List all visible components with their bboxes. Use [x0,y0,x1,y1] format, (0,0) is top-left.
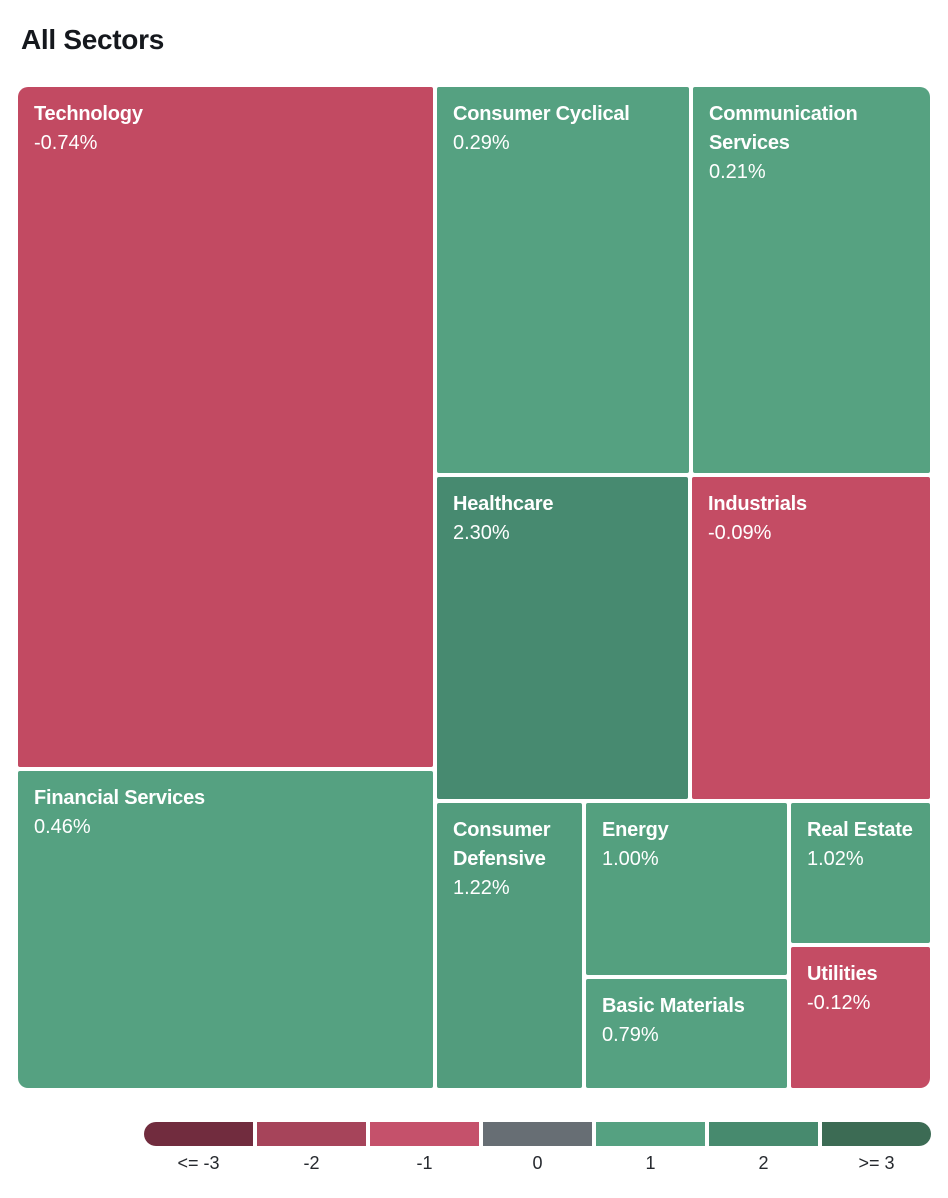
tile-sector-name: Utilities [807,963,878,985]
tile-change-value: 2.30% [453,522,510,544]
legend-label: 2 [758,1153,769,1173]
tile-change-value: -0.74% [34,132,98,154]
tile-change-value: -0.09% [708,522,772,544]
treemap-tile-basic-materials[interactable]: Basic Materials 0.79% [586,979,787,1088]
legend-label: <= -3 [177,1153,220,1173]
legend-swatch [257,1122,366,1146]
legend-swatch [596,1122,705,1146]
tile-sector-name: Communication Services [709,103,858,154]
legend-label: -2 [303,1153,320,1173]
legend-entry: 0 [483,1122,592,1175]
legend-entry: <= -3 [144,1122,253,1175]
tile-sector-name: Technology [34,103,143,125]
tile-change-value: 0.79% [602,1024,659,1046]
legend-swatch [483,1122,592,1146]
legend-label: 0 [532,1153,543,1173]
tile-sector-name: Healthcare [453,493,554,515]
legend-label: 1 [645,1153,656,1173]
legend-swatch [370,1122,479,1146]
tile-change-value: 0.46% [34,816,91,838]
legend-swatch [144,1122,253,1146]
tile-sector-name: Industrials [708,493,807,515]
tile-sector-name: Consumer Cyclical [453,103,630,125]
treemap-tile-industrials[interactable]: Industrials -0.09% [692,477,930,799]
treemap-tile-utilities[interactable]: Utilities -0.12% [791,947,930,1088]
tile-change-value: 0.29% [453,132,510,154]
tile-change-value: 1.02% [807,848,864,870]
sector-treemap: Technology -0.74% Financial Services 0.46% C… [18,87,930,1088]
legend-swatch [709,1122,818,1146]
legend-entry: -1 [370,1122,479,1175]
treemap-tile-real-estate[interactable]: Real Estate 1.02% [791,803,930,943]
tile-change-value: 1.00% [602,848,659,870]
treemap-tile-consumer-cyclical[interactable]: Consumer Cyclical 0.29% [437,87,689,473]
tile-change-value: 1.22% [453,877,510,899]
tile-change-value: -0.12% [807,992,871,1014]
tile-sector-name: Energy [602,819,669,841]
treemap-tile-technology[interactable]: Technology -0.74% [18,87,433,767]
tile-change-value: 0.21% [709,161,766,183]
treemap-tile-consumer-defensive[interactable]: Consumer Defensive 1.22% [437,803,582,1088]
tile-sector-name: Basic Materials [602,995,745,1017]
legend-entry: 2 [709,1122,818,1175]
legend-entry: -2 [257,1122,366,1175]
tile-sector-name: Real Estate [807,819,913,841]
page-title: All Sectors [21,24,164,55]
treemap-tile-financial-services[interactable]: Financial Services 0.46% [18,771,433,1088]
tile-sector-name: Financial Services [34,787,205,809]
treemap-tile-healthcare[interactable]: Healthcare 2.30% [437,477,688,799]
tile-sector-name: Consumer Defensive [453,819,551,870]
legend-entry: 1 [596,1122,705,1175]
treemap-tile-communication-services[interactable]: Communication Services 0.21% [693,87,930,473]
color-scale-legend: <= -3 -2 -1 0 1 2 >= 3 [144,1122,931,1175]
legend-label: -1 [416,1153,433,1173]
legend-entry: >= 3 [822,1122,931,1175]
treemap-tile-energy[interactable]: Energy 1.00% [586,803,787,975]
legend-label: >= 3 [858,1153,895,1173]
legend-swatch [822,1122,931,1146]
sector-heatmap-page: All Sectors Technology -0.74% Financial Se… [0,26,948,1175]
